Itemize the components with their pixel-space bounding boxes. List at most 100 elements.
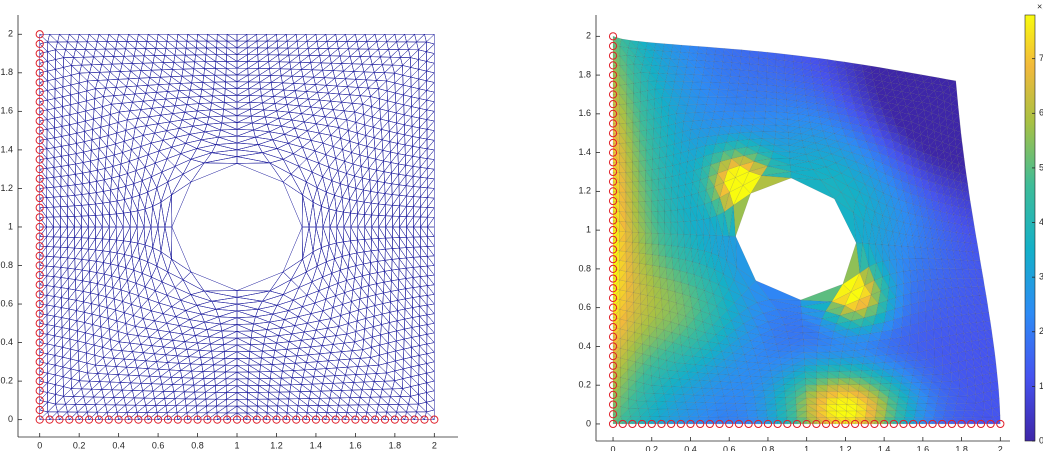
constraint-marker — [35, 367, 44, 376]
constraint-marker — [163, 415, 173, 424]
constraint-marker — [292, 415, 301, 424]
x-tick-label: 0 — [611, 444, 616, 451]
constraint-marker — [35, 174, 44, 183]
y-tick-label: 1 — [586, 225, 591, 235]
y-tick-label: 0.8 — [578, 263, 591, 273]
constraint-marker — [272, 415, 281, 424]
colorbar-label: ×10⁻¹ — [1037, 1, 1043, 11]
mesh-cell — [869, 65, 879, 73]
y-tick-label: 0 — [586, 418, 591, 428]
x-tick-label: 0.8 — [762, 444, 775, 451]
constraint-marker — [35, 338, 44, 347]
constraint-marker — [262, 415, 271, 424]
y-tick-label: 0.6 — [0, 298, 13, 308]
constraint-marker — [35, 136, 44, 145]
constraint-marker — [35, 242, 44, 251]
x-tick-label: 0.2 — [646, 444, 659, 451]
constraint-marker — [65, 415, 74, 424]
constraint-marker — [341, 415, 350, 424]
colorbar — [1024, 14, 1036, 442]
constraint-marker — [35, 415, 44, 424]
y-tick-label: 1.4 — [578, 147, 591, 157]
constraint-marker — [371, 415, 380, 424]
mesh-cell — [755, 280, 801, 301]
y-tick-label: 2 — [8, 29, 13, 39]
constraint-marker — [144, 415, 153, 424]
mesh-cell — [784, 53, 794, 61]
mesh-cell — [792, 54, 802, 62]
constraint-marker — [35, 165, 44, 174]
constraint-marker — [35, 126, 44, 135]
constraint-marker — [35, 261, 44, 270]
constraint-marker — [35, 348, 44, 357]
mesh-cell — [835, 60, 845, 68]
x-tick-label: 0.4 — [112, 440, 125, 450]
constraint-marker — [400, 415, 409, 424]
constraint-marker — [35, 116, 44, 126]
constraint-marker — [35, 251, 44, 260]
constraint-marker — [35, 193, 44, 203]
colorbar-tick-label: 2 — [1039, 326, 1043, 336]
mesh — [39, 33, 435, 421]
constraint-marker — [35, 68, 44, 77]
x-tick-label: 1.2 — [270, 440, 283, 450]
constraint-marker — [35, 213, 44, 222]
constraint-marker — [223, 415, 232, 424]
constraint-marker — [35, 280, 44, 289]
constraint-marker — [35, 59, 44, 68]
x-tick-label: 0.6 — [152, 440, 165, 450]
constraint-marker — [35, 30, 44, 39]
colorbar-tick-label: 4 — [1039, 217, 1043, 227]
constraint-marker — [153, 415, 163, 424]
y-tick-label: 1.4 — [0, 144, 13, 154]
constraint-marker — [35, 319, 44, 328]
x-tick-label: 1.2 — [839, 444, 852, 451]
constraint-marker — [35, 396, 44, 405]
constraint-marker — [55, 415, 64, 424]
constraint-marker — [35, 49, 44, 58]
colorbar-tick-label: 3 — [1039, 272, 1043, 282]
constraint-marker — [35, 222, 44, 232]
colorbar-tick-label: 0 — [1039, 435, 1043, 445]
x-tick-label: 2 — [432, 440, 437, 450]
constraint-marker — [35, 357, 44, 366]
constraint-marker — [35, 290, 44, 299]
constraint-marker — [134, 415, 143, 424]
colorbar-tick-label: 1 — [1039, 381, 1043, 391]
mesh-cell — [809, 57, 819, 64]
constraint-marker — [252, 415, 261, 424]
constraint-marker — [282, 415, 291, 424]
x-tick-label: 2 — [998, 444, 1003, 451]
mesh-cell — [844, 61, 854, 69]
constraint-marker — [173, 415, 182, 424]
x-tick-label: 1 — [235, 440, 240, 450]
mesh-cell — [878, 67, 888, 75]
constraint-marker — [35, 87, 44, 97]
mesh-cell — [852, 63, 862, 71]
y-tick-label: 1.8 — [578, 69, 591, 79]
y-tick-label: 0.4 — [0, 337, 13, 347]
constraint-marker — [351, 415, 360, 424]
mesh-cell — [827, 59, 837, 67]
constraint-marker — [104, 415, 113, 424]
y-tick-label: 1.2 — [0, 183, 13, 193]
y-tick-label: 1 — [8, 221, 13, 231]
y-tick-label: 0.2 — [0, 375, 13, 385]
constraint-marker — [94, 415, 103, 424]
y-tick-label: 2 — [586, 31, 591, 41]
colorbar-tick-label: 6 — [1039, 108, 1043, 118]
y-tick-label: 0.4 — [578, 341, 591, 351]
constraint-marker — [75, 415, 84, 424]
constraint-marker — [380, 415, 390, 424]
x-tick-label: 0 — [37, 440, 42, 450]
x-tick-label: 0.6 — [723, 444, 736, 451]
y-tick-label: 1.8 — [0, 67, 13, 77]
constraint-marker — [35, 377, 44, 386]
x-tick-label: 1.8 — [955, 444, 968, 451]
constraint-marker — [35, 328, 44, 338]
constraint-marker — [35, 39, 44, 49]
y-tick-label: 0 — [8, 414, 13, 424]
x-tick-label: 0.4 — [684, 444, 697, 451]
x-tick-label: 1.8 — [389, 440, 402, 450]
constraint-marker — [35, 405, 44, 415]
